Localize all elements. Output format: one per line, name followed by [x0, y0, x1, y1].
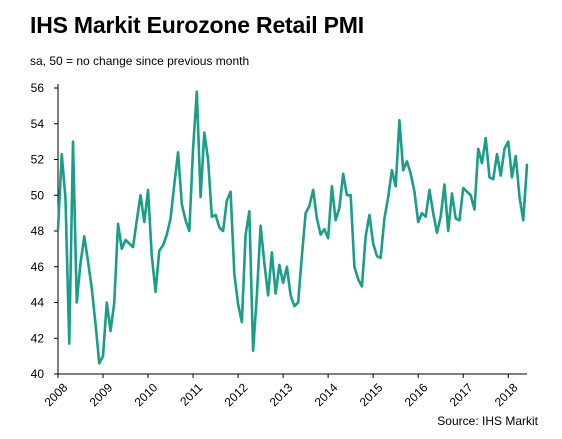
- x-tick-label: 2009: [87, 380, 116, 409]
- chart-title: IHS Markit Eurozone Retail PMI: [30, 12, 364, 38]
- series-line: [56, 90, 529, 365]
- y-tick-label: 54: [31, 117, 45, 131]
- x-tick-label: 2017: [447, 380, 476, 409]
- x-tick-label: 2015: [357, 380, 386, 409]
- y-tick-label: 52: [31, 153, 45, 167]
- chart-subtitle: sa, 50 = no change since previous month: [30, 54, 250, 68]
- x-tick-label: 2018: [492, 380, 521, 409]
- x-tick-label: 2008: [42, 380, 71, 409]
- x-tick-label: 2013: [267, 380, 296, 409]
- x-tick-label: 2016: [402, 380, 431, 409]
- source-note: Source: IHS Markit: [437, 414, 538, 428]
- x-tick-label: 2011: [177, 380, 205, 408]
- y-tick-label: 46: [31, 260, 45, 274]
- y-tick-label: 50: [31, 188, 45, 202]
- y-tick-label: 56: [31, 81, 45, 95]
- y-tick-label: 42: [31, 331, 45, 345]
- plot-area: [56, 90, 529, 365]
- x-tick-label: 2012: [222, 380, 251, 409]
- y-tick-label: 48: [31, 224, 45, 238]
- x-tick-label: 2010: [132, 380, 161, 409]
- y-axis: 40 42 44 46 48 50 52 54 56: [31, 81, 59, 381]
- x-tick-label: 2014: [312, 380, 341, 409]
- y-tick-label: 40: [31, 367, 45, 381]
- y-tick-label: 44: [31, 296, 45, 310]
- x-axis: 2008 2009 2010 2011 2012 2013 2014 2015 2016 2017…: [42, 373, 527, 409]
